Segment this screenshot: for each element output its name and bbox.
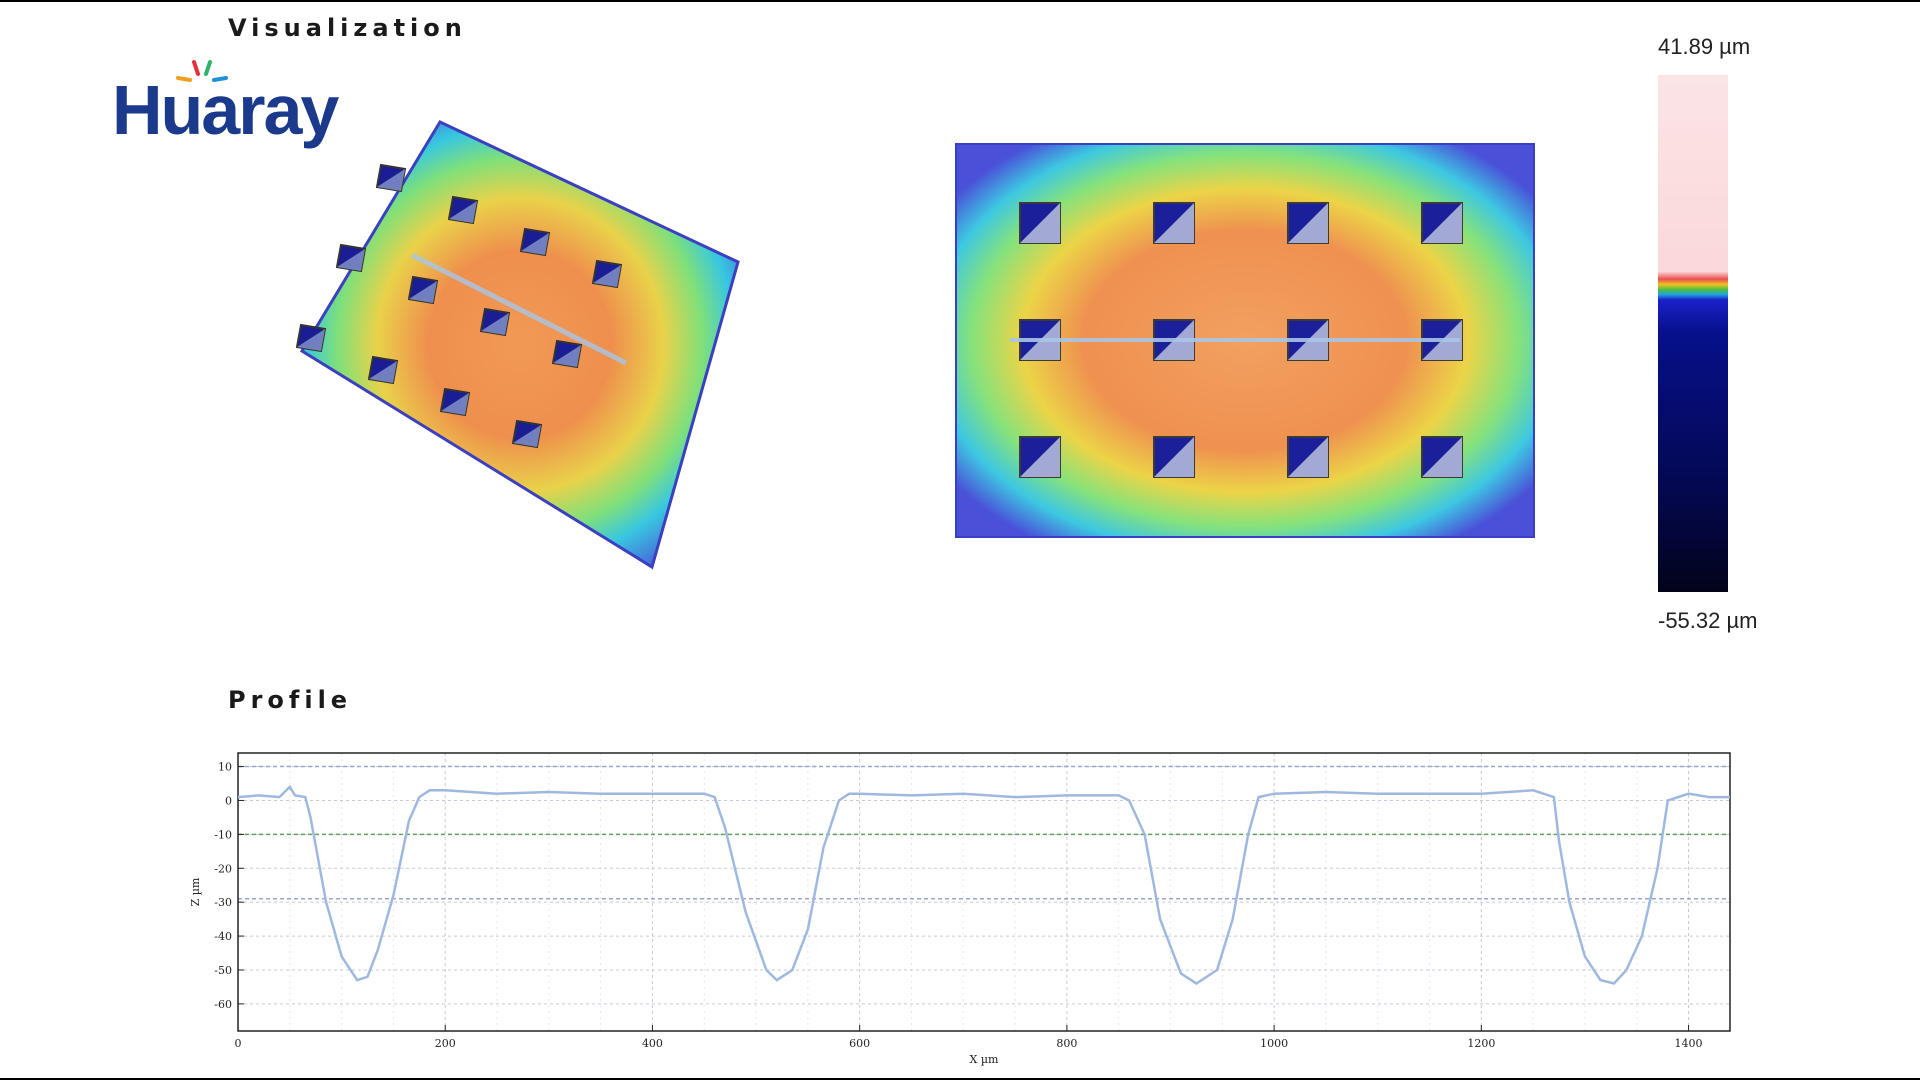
x-tick-label: 1400 [1675,1037,1703,1050]
pit [1019,202,1061,244]
pit [335,243,367,273]
profile-chart[interactable]: 0 200 400 600 800 1000 1200 1400 10 0 -10 -20 -30 -4… [185,740,1745,1070]
plot-area [237,752,1731,1032]
pit [1287,202,1329,244]
x-tick-label: 400 [642,1037,663,1050]
profile-title: Profile [228,686,353,714]
pit [1421,202,1463,244]
y-tick-label: 0 [225,794,232,807]
y-axis-ticks: 10 0 -10 -20 -30 -40 -50 -60 [214,761,244,1011]
x-axis-ticks: 0 200 400 600 800 1000 1200 1400 [235,1025,1703,1050]
profile-series-line [237,784,1730,985]
pit [447,195,479,225]
x-tick-label: 200 [435,1037,456,1050]
scale-min-label: -55.32 µm [1658,608,1758,633]
pit [407,275,439,305]
logo-text: Huaray [112,71,339,149]
y-tick-label: -60 [214,998,232,1011]
y-tick-label: -40 [214,930,232,943]
pit [511,419,543,449]
pit [439,387,471,417]
profile-line-3d [410,252,628,366]
pit [551,339,583,369]
pit [1153,202,1195,244]
pits-3d [295,163,623,449]
x-tick-label: 1000 [1260,1037,1288,1050]
y-tick-label: -30 [214,896,232,909]
y-tick-label: -10 [214,828,232,841]
x-tick-label: 800 [1056,1037,1077,1050]
x-tick-label: 1200 [1467,1037,1495,1050]
surface-3d-plate [299,120,740,570]
bottom-border [0,1078,1920,1080]
pit [1019,436,1061,478]
pit [591,259,623,289]
pit [1421,436,1463,478]
x-axis-label: X µm [970,1053,999,1066]
y-axis-label: Z µm [189,877,202,906]
pit [375,163,407,193]
huaray-logo: Huaray [112,60,341,149]
y-tick-label: -50 [214,964,232,977]
pit [479,307,511,337]
pit [1287,436,1329,478]
color-scale-bar [1658,75,1728,592]
surface-3d-view[interactable] [290,115,750,575]
surface-top-view[interactable] [955,143,1535,538]
scale-max-label: 41.89 µm [1658,34,1751,59]
pit [367,355,399,385]
pit [295,323,327,353]
logo-spark-icon [176,60,228,82]
pit [519,227,551,257]
x-tick-label: 600 [849,1037,870,1050]
y-tick-label: 10 [218,761,232,774]
visualization-title: Visualization [228,14,467,42]
pit [1153,436,1195,478]
top-border [0,0,1920,2]
y-tick-label: -20 [214,862,232,875]
x-tick-label: 0 [235,1037,242,1050]
reference-lines [238,765,1730,900]
